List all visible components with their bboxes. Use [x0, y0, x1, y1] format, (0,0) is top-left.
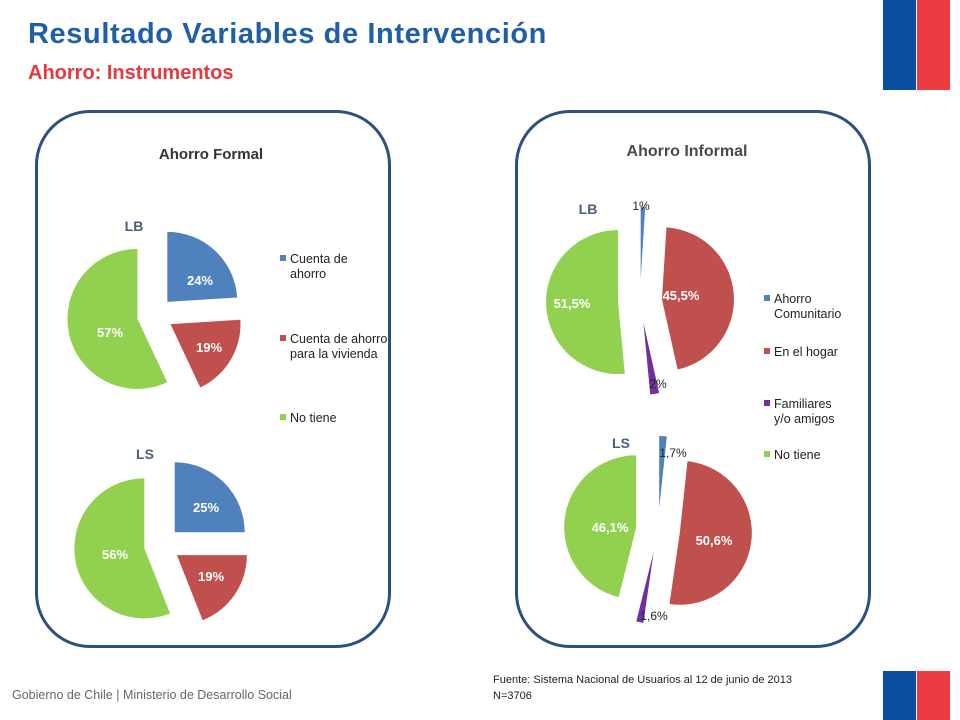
pie-slice-no-tiene	[564, 455, 637, 598]
pie-slice-cuenta-de-ahorro-para-la-vivienda	[170, 319, 241, 388]
legend-item-en-el-hogar: En el hogar	[774, 345, 838, 359]
pie-slice-ahorro-comunitario	[640, 207, 646, 280]
data-label-cuenta-de-ahorro-para-la-vivienda: 19%	[198, 569, 224, 584]
footnote-source: Fuente: Sistema Nacional de Usuarios al …	[493, 674, 793, 686]
pie-slice-familiares-y-o-amigos	[643, 322, 660, 395]
legend-ahorro-formal: Cuenta de ahorro Cuenta de ahorro para la v…	[280, 252, 387, 425]
pie-slice-en-el-hogar	[661, 227, 734, 370]
data-label-en-el-hogar: 50,6%	[696, 533, 733, 548]
legend-ahorro-informal: Ahorro Comunitario En el hogar Familiares y/…	[764, 292, 841, 462]
legend-item-cuenta-de-ahorro-para-la-vivienda: Cuenta de ahorro para la vivienda	[290, 332, 387, 361]
data-label-cuenta-de-ahorro: 24%	[187, 273, 213, 288]
chart-subtitle-lb: LB	[579, 201, 598, 217]
slide-subtitle: Ahorro: Instrumentos	[28, 62, 234, 84]
data-label-no-tiene: 57%	[97, 325, 123, 340]
data-label-cuenta-de-ahorro: 25%	[193, 500, 219, 515]
chile-flag-logo-bottom	[883, 671, 950, 720]
chile-flag-logo-top	[883, 0, 950, 90]
data-label-no-tiene: 51,5%	[554, 296, 591, 311]
data-label-cuenta-de-ahorro-para-la-vivienda: 19%	[196, 340, 222, 355]
pie-slice-cuenta-de-ahorro	[167, 231, 238, 302]
data-label-en-el-hogar: 45,5%	[663, 288, 700, 303]
pie-slice-no-tiene	[74, 478, 171, 619]
data-label-familiares-y-o-amigos: 2%	[649, 377, 667, 391]
legend-swatch-familiares-y-o-amigos	[764, 400, 770, 406]
legend-item-no-tiene: No tiene	[290, 411, 337, 425]
legend-item-ahorro-comunitario: Ahorro Comunitario	[774, 292, 841, 321]
pie-slice-no-tiene	[67, 248, 168, 389]
pie-chart-ahorro-formal-lb	[67, 231, 241, 389]
pie-slice-ahorro-comunitario	[659, 436, 667, 509]
footer-text: Gobierno de Chile | Ministerio de Desarr…	[12, 688, 292, 702]
pie-slice-en-el-hogar	[669, 461, 752, 605]
pie-chart-ahorro-formal-ls	[74, 462, 247, 621]
pie-slice-cuenta-de-ahorro	[174, 462, 245, 533]
chart-title-ahorro-informal: Ahorro Informal	[627, 143, 748, 160]
legend-swatch-ahorro-comunitario	[764, 295, 770, 301]
footnote-n: N=3706	[493, 690, 532, 702]
pie-slice-cuenta-de-ahorro-para-la-vivienda	[176, 555, 247, 621]
legend-swatch-no-tiene	[764, 451, 770, 457]
pie-slice-familiares-y-o-amigos	[636, 551, 654, 623]
chart-subtitle-ls: LS	[612, 435, 630, 451]
pie-chart-ahorro-informal-ls	[564, 436, 752, 623]
legend-item-no-tiene: No tiene	[774, 448, 821, 462]
chart-title-ahorro-formal: Ahorro Formal	[159, 146, 263, 163]
data-label-no-tiene: 46,1%	[592, 520, 629, 535]
data-label-no-tiene: 56%	[102, 547, 128, 562]
chart-subtitle-ls: LS	[136, 446, 154, 462]
pie-slice-no-tiene	[546, 230, 625, 375]
chart-subtitle-lb: LB	[125, 218, 144, 234]
data-label-ahorro-comunitario: 1,7%	[659, 446, 687, 460]
slide-title: Resultado Variables de Intervención	[28, 18, 547, 50]
pie-chart-ahorro-informal-lb	[546, 207, 734, 395]
data-label-familiares-y-o-amigos: 1,6%	[640, 609, 668, 623]
legend-item-familiares-y-o-amigos: Familiares y/o amigos	[774, 397, 834, 426]
legend-item-cuenta-de-ahorro: Cuenta de ahorro	[290, 252, 348, 281]
legend-swatch-en-el-hogar	[764, 348, 770, 354]
legend-swatch-cuenta-de-ahorro-para-la-vivienda	[280, 335, 286, 341]
legend-swatch-cuenta-de-ahorro	[280, 255, 286, 261]
legend-swatch-no-tiene	[280, 414, 286, 420]
data-label-ahorro-comunitario: 1%	[632, 199, 650, 213]
footnote: Fuente: Sistema Nacional de Usuarios al …	[493, 672, 792, 704]
